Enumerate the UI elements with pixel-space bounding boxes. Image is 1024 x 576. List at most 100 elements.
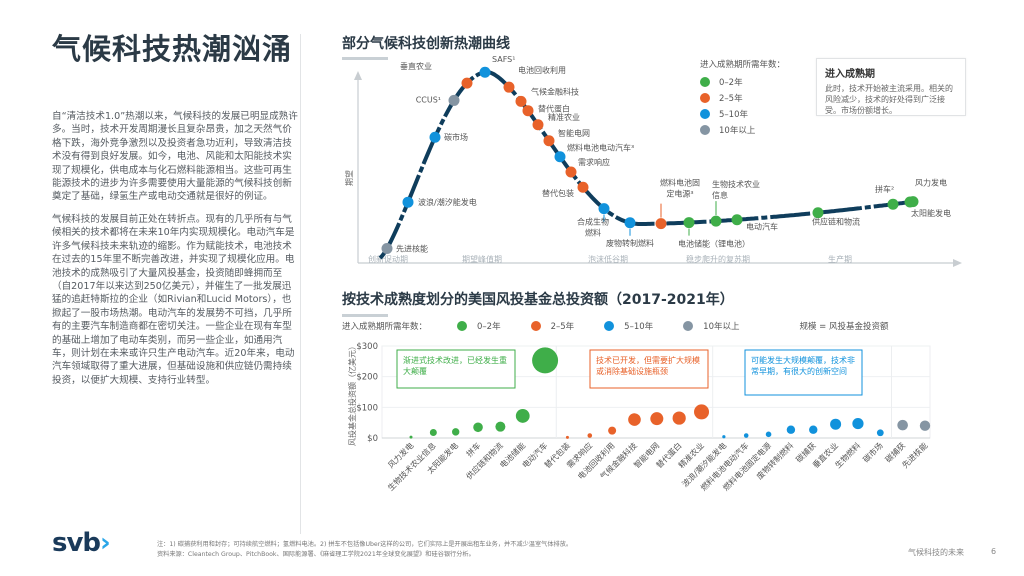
hype-point: 需求响应 (565, 157, 610, 178)
phase-label: 生产期 (828, 254, 852, 264)
hype-point-dot (402, 196, 414, 208)
bubble-legend-item-gray: 10年以上 (683, 320, 739, 332)
hype-point: 电池储能（锂电池） (678, 217, 750, 249)
hype-point-label: 垂直农业 (400, 61, 432, 71)
y-tick-label: $300 (356, 342, 378, 352)
bubble-chart-title: 按技术成熟度划分的美国风投基金总投资额（2017-2021年） (342, 292, 734, 308)
maturity-text: 此时，技术开始被主流采用。相关的风险减少，技术的好处得到广泛接受。市场份额增长。 (825, 84, 953, 115)
legend-label: 5–10年 (719, 110, 748, 120)
hype-point-label: 电动汽车 (746, 222, 778, 232)
phase-label: 创新促动期 (368, 254, 408, 264)
legend-label: 2–5年 (550, 322, 575, 332)
hype-point-dot (812, 207, 824, 219)
page-number: 6 (991, 547, 997, 556)
x-tick-label: 碳市场 (861, 440, 885, 464)
hype-point: 供应链和物流 (812, 207, 860, 227)
bubble (672, 411, 686, 425)
legend-dot-icon (683, 321, 694, 331)
bubble (876, 429, 884, 437)
group-note-text: 大颠覆 (403, 366, 427, 376)
hype-point-dot (522, 105, 534, 117)
legend-label: 0–2年 (477, 322, 501, 332)
hype-point: 废物转制燃料 (606, 217, 654, 248)
hype-cycle-chart: 期望 创新促动期 期望峰值期 泡沫低谷期 稳步爬升的复苏期 生产期 先进核能 波浪/潮汐能… (344, 55, 962, 267)
hype-point-label: 碳市场 (444, 132, 468, 142)
hype-point-dot (577, 181, 589, 193)
legend-item-gray: 10年以上 (700, 122, 785, 138)
group-note-text: 或消除基础设施瓶颈 (596, 366, 668, 376)
bubble (786, 425, 796, 434)
hype-point-label: 电池储能（锂电池） (678, 239, 750, 249)
hype-point: 拼车² (875, 184, 899, 210)
legend-item-orange: 2–5年 (700, 90, 785, 106)
hype-title-rule (342, 57, 388, 60)
bubble (587, 433, 593, 438)
legend-label: 10年以上 (719, 126, 756, 136)
y-tick-label: $100 (356, 403, 378, 413)
hype-point: CCUS¹ (416, 94, 460, 106)
hype-point-label: 精准农业 (548, 112, 580, 122)
hype-point-label: 风力发电 (915, 178, 947, 188)
hype-point-label: CCUS¹ (416, 95, 441, 104)
hype-point: 碳市场 (429, 131, 468, 143)
svb-logo: svb› (52, 528, 111, 558)
bubble (830, 418, 842, 430)
bubble (495, 421, 506, 432)
hype-point-dot (554, 151, 566, 163)
logo-chevron-icon: › (100, 528, 111, 558)
hype-point: 生物技术农业信息 (710, 179, 760, 227)
legend-dot-icon (604, 321, 615, 331)
bubble (897, 419, 908, 431)
bubble (429, 428, 437, 436)
hype-point: 先进核能 (381, 242, 428, 254)
bubble-legend: 进入成熟期所需年数： 0–2年 2–5年 5–10年 10年以上 规模 = 风投基金投… (342, 320, 889, 332)
hype-point: 智能电网 (543, 128, 590, 147)
intro-paragraph: 自“清洁技术1.0”热潮以来，气候科技的发展已明显成熟许多。当时，技术开发周期漫… (52, 111, 298, 203)
bubble (919, 420, 931, 431)
y-axis-arrow-icon (354, 71, 362, 80)
hype-point-label: 替代蛋白 (538, 104, 570, 114)
body-paragraph: 气候科技的发展目前正处在转折点。现有的几乎所有与气候相关的技术都将在未来10年内… (52, 214, 295, 386)
group-note-text: 可能发生大规模颠覆，技术非 (751, 355, 855, 365)
column-divider (300, 34, 301, 534)
y-tick-label: $200 (356, 373, 378, 383)
bubble (515, 409, 530, 423)
hype-point-dot (731, 214, 743, 226)
legend-dot-icon (457, 321, 468, 331)
hype-point-label: 燃料电池固 (660, 178, 700, 188)
y-tick-label: $0 (367, 434, 378, 444)
hype-point: 波浪/潮汐能发电 (402, 196, 477, 208)
bubble (765, 431, 772, 438)
legend-label: 5–10年 (624, 322, 654, 332)
x-axis-arrow-icon (953, 259, 962, 267)
hype-point-dot (565, 166, 577, 178)
y-axis-label: 期望 (344, 170, 354, 186)
hype-point-label: 替代包装 (542, 188, 574, 198)
legend-label: 2–5年 (719, 94, 743, 104)
bubble (809, 425, 818, 434)
group-note-box (589, 349, 709, 389)
bubble-legend-item-orange: 2–5年 (530, 320, 575, 332)
hype-chart-title: 部分气候科技创新热潮曲线 (342, 36, 510, 52)
hype-point-label: 气候金融科技 (531, 86, 579, 96)
bubble-chart: $0 $100 $200 $300 风投基金总投资额（亿美元） 渐进式技术改进，已经发… (347, 342, 931, 493)
hype-point: 精准农业 (532, 112, 580, 131)
bubble (722, 435, 726, 439)
hype-point-dot (655, 218, 667, 230)
legend-dot-icon (700, 93, 710, 103)
bubble-title-rule (342, 314, 388, 317)
hype-point-label: 合成生物 (577, 217, 609, 227)
bubble (473, 422, 483, 433)
hype-point-label: 燃料电池电动汽车³ (567, 143, 634, 153)
group-note-text: 常早期，有很大的创新空间 (751, 366, 847, 376)
hype-point: 电池回收利用 (503, 65, 566, 93)
hype-point-dot (907, 196, 919, 208)
legend-dot-icon (700, 109, 710, 119)
bubble (628, 413, 641, 426)
hype-point: 替代蛋白 (522, 104, 570, 117)
hype-point-dot (710, 215, 722, 227)
hype-point-dot (479, 66, 491, 78)
hype-point: 替代包装 (542, 181, 589, 198)
